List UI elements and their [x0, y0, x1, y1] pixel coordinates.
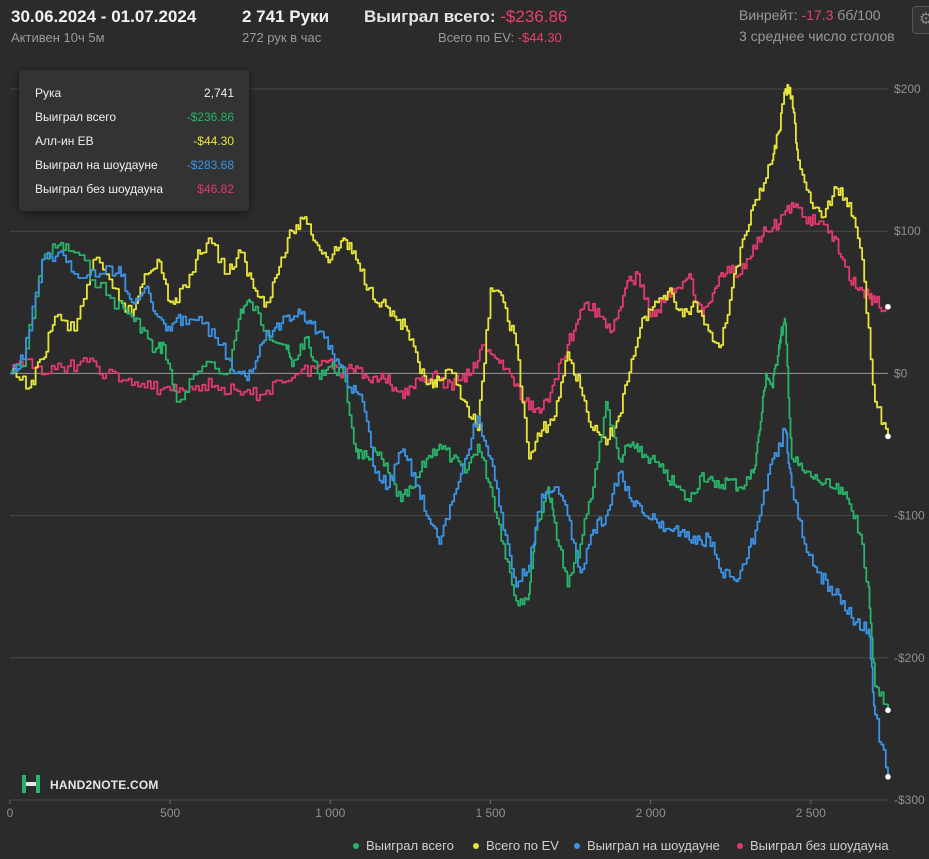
ev-value: -$44.30	[517, 30, 562, 45]
settings-gear-icon[interactable]: ⚙	[912, 6, 929, 34]
legend-item-non-showdown[interactable]: Выиграл без шоудауна	[737, 838, 889, 853]
series-end-point	[885, 773, 891, 780]
legend-dot-icon	[737, 842, 743, 849]
tooltip-label: Выиграл на шоудауне	[35, 158, 158, 172]
ev-label: Всего по EV:	[438, 30, 515, 45]
y-tick-label: $200	[894, 82, 921, 96]
series-line	[10, 242, 889, 711]
x-tick-label: 1 500	[475, 806, 505, 820]
y-tick-label: -$100	[894, 509, 925, 523]
x-tick-label: 0	[7, 806, 14, 820]
tooltip-row-showdown: Выиграл на шоудауне -$283.68	[35, 158, 234, 174]
tooltip-row-won-total: Выиграл всего -$236.86	[35, 110, 234, 126]
winrate: Винрейт: -17.3 бб/100	[739, 7, 881, 23]
hands-per-hour: 272 рук в час	[242, 30, 322, 45]
ev-summary: Всего по EV: -$44.30	[438, 30, 562, 45]
tooltip-label: Рука	[35, 86, 62, 100]
legend-dot-icon	[353, 842, 359, 849]
legend-label: Выиграл на шоудауне	[587, 838, 720, 853]
legend-dot-icon	[574, 842, 580, 849]
series-line	[10, 84, 889, 460]
active-time: Активен 10ч 5м	[11, 30, 105, 45]
won-total-label: Выиграл всего:	[364, 7, 496, 26]
tooltip-row-hand: Рука 2,741	[35, 86, 234, 102]
legend-label: Всего по EV	[486, 838, 559, 853]
series-end-point	[885, 707, 891, 714]
legend-item-won-total[interactable]: Выиграл всего	[353, 838, 454, 853]
legend-label: Выиграл без шоудауна	[750, 838, 889, 853]
hands-count: 2 741 Руки	[242, 7, 330, 26]
series-line	[10, 250, 889, 777]
x-tick-label: 2 500	[796, 806, 826, 820]
tooltip-value: $46.82	[197, 182, 234, 196]
legend-dot-icon	[473, 842, 479, 849]
y-tick-label: $0	[894, 366, 908, 380]
series-end-point	[885, 304, 891, 310]
won-total-summary: Выиграл всего: -$236.86	[364, 7, 567, 27]
header: 30.06.2024 - 01.07.2024 Активен 10ч 5м 2…	[0, 0, 929, 60]
y-tick-label: $100	[894, 224, 921, 238]
y-tick-label: -$300	[894, 793, 925, 807]
tooltip-value: 2,741	[203, 86, 234, 100]
winrate-label: Винрейт:	[739, 7, 798, 23]
winrate-unit: бб/100	[837, 7, 881, 23]
won-total-value: -$236.86	[500, 7, 568, 26]
hand2note-logo-icon	[22, 775, 40, 793]
tooltip-value: -$236.86	[186, 110, 234, 124]
chart-legend: Выиграл всего Всего по EV Выиграл на шоу…	[0, 838, 929, 856]
tooltip-label: Алл-ин EB	[35, 134, 94, 148]
tooltip-value: -$283.68	[186, 158, 234, 172]
tooltip-row-allin-ev: Алл-ин EB -$44.30	[35, 134, 234, 150]
x-axis-ticks: 0 500 1 000 1 500 2 000 2 500	[7, 800, 826, 820]
tooltip-row-non-showdown: Выиграл без шоудауна $46.82	[35, 182, 234, 198]
y-axis-ticks: $200 $100 $0 -$100 -$200 -$300	[894, 82, 925, 807]
x-tick-label: 1 000	[315, 806, 345, 820]
x-tick-label: 2 000	[636, 806, 666, 820]
tooltip-value: -$44.30	[193, 134, 234, 148]
legend-item-showdown[interactable]: Выиграл на шоудауне	[574, 838, 720, 853]
x-tick-label: 500	[160, 806, 180, 820]
tooltip-label: Выиграл без шоудауна	[35, 182, 163, 196]
hover-tooltip: Рука 2,741 Выиграл всего -$236.86 Алл-ин E…	[19, 70, 249, 211]
date-range[interactable]: 30.06.2024 - 01.07.2024	[11, 7, 197, 26]
series-end-point	[885, 433, 891, 440]
logo-text: HAND2NOTE.COM	[50, 778, 159, 792]
chart-series	[10, 84, 891, 780]
legend-label: Выиграл всего	[366, 838, 454, 853]
profit-chart: $200 $100 $0 -$100 -$200 -$300 0 500 1 000 1 500…	[7, 82, 925, 820]
tooltip-label: Выиграл всего	[35, 110, 117, 124]
winrate-value: -17.3	[801, 7, 834, 23]
legend-item-ev[interactable]: Всего по EV	[473, 838, 559, 853]
avg-tables: 3 среднее число столов	[739, 28, 895, 44]
series-line	[10, 201, 889, 414]
y-tick-label: -$200	[894, 651, 925, 665]
chart-grid	[10, 88, 888, 801]
